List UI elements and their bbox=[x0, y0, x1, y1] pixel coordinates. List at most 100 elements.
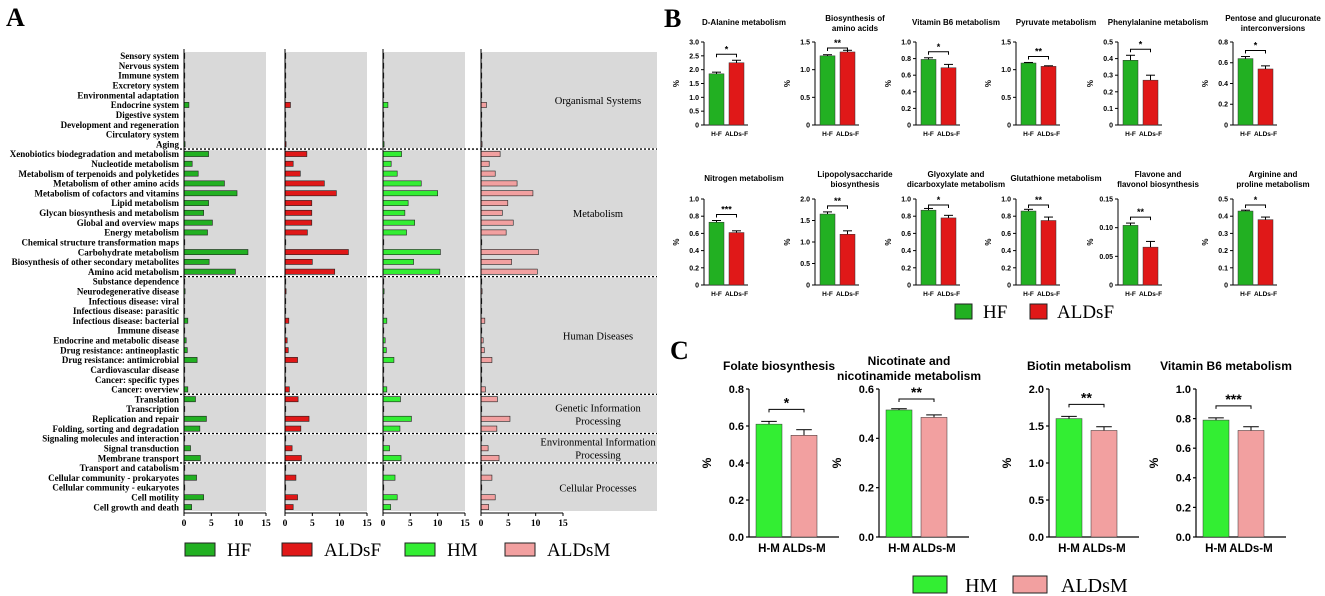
y-tick-label: 0.5 bbox=[1218, 196, 1228, 203]
bar-HF-17 bbox=[183, 219, 213, 226]
category-label: Cardiovascular disease bbox=[90, 365, 179, 375]
y-axis-label: % bbox=[1086, 238, 1095, 245]
x-tick-label: 10 bbox=[531, 519, 541, 529]
category-label: Neurodegenerative disease bbox=[77, 287, 179, 297]
y-tick-label: 0 bbox=[1007, 282, 1011, 289]
y-tick-label: 1.0 bbox=[1001, 196, 1011, 203]
significance-marker: ** bbox=[1137, 207, 1145, 217]
bar-ALDsF-14 bbox=[284, 190, 337, 197]
y-tick-label: 0 bbox=[1224, 122, 1228, 129]
category-label: Biosynthesis of other secondary metaboli… bbox=[12, 257, 180, 267]
legend-label-ALDsF: ALDsF bbox=[1057, 302, 1114, 323]
x-category-label: H-F bbox=[711, 131, 722, 138]
bar-HM-38 bbox=[382, 425, 401, 432]
bar-H-F bbox=[708, 221, 725, 286]
significance-marker: ** bbox=[911, 384, 922, 400]
bar-ALDsF-46 bbox=[284, 504, 294, 510]
category-label: Translation bbox=[135, 394, 179, 404]
group-background bbox=[184, 52, 266, 149]
bar-ALDsM-21 bbox=[480, 258, 512, 265]
x-tick-label: 0 bbox=[182, 519, 187, 529]
bar-ALDsF-18 bbox=[284, 229, 308, 236]
significance-bracket bbox=[898, 398, 935, 402]
bar-HF-12 bbox=[183, 170, 199, 177]
bar-HF-40 bbox=[183, 445, 191, 452]
category-label: Metabolism of terpenoids and polyketides bbox=[18, 169, 179, 179]
bar-ALDsM-45 bbox=[480, 494, 496, 501]
bar-ALDsF-22 bbox=[284, 268, 336, 275]
bar-ALDsM-13 bbox=[480, 180, 518, 187]
legend-swatch-ALDsF bbox=[1029, 303, 1048, 320]
y-tick-label: 0.2 bbox=[901, 265, 911, 272]
category-label: Nervous system bbox=[119, 61, 180, 71]
significance-marker: * bbox=[1254, 41, 1258, 51]
y-tick-label: 1.5 bbox=[800, 218, 810, 225]
significance-marker: * bbox=[784, 394, 790, 410]
bar-HM-45 bbox=[382, 494, 398, 501]
bar-ALDs-M bbox=[1090, 430, 1118, 538]
bar-ALDsM-22 bbox=[480, 268, 538, 275]
category-label: Endocrine and metabolic disease bbox=[53, 336, 179, 346]
y-tick-label: 0.2 bbox=[1001, 265, 1011, 272]
bar-HF-20 bbox=[183, 249, 249, 255]
category-label: Excretory system bbox=[112, 81, 179, 91]
subplot-title: D-Alanine metabolism bbox=[702, 18, 786, 27]
subplot-title: amino acids bbox=[832, 24, 879, 33]
y-tick-label: 0.4 bbox=[689, 248, 699, 255]
x-category-label: H-F bbox=[1023, 291, 1034, 298]
category-label: Development and regeneration bbox=[61, 120, 179, 130]
y-tick-label: 0.5 bbox=[800, 261, 810, 268]
y-tick-label: 2.0 bbox=[1029, 384, 1044, 396]
bar-HM-16 bbox=[382, 209, 406, 216]
category-label: Signaling molecules and interaction bbox=[42, 434, 179, 444]
y-tick-label: 0.2 bbox=[689, 265, 699, 272]
bar-ALDs-F bbox=[1142, 79, 1159, 126]
y-tick-label: 0.0 bbox=[1029, 532, 1044, 544]
x-tick-label: 15 bbox=[261, 519, 271, 529]
group-label: Genetic Information bbox=[555, 403, 641, 414]
bar-ALDsF-20 bbox=[284, 249, 349, 255]
group-background bbox=[481, 395, 657, 433]
bar-HM-13 bbox=[382, 180, 422, 187]
bar-HF-41 bbox=[183, 455, 201, 461]
x-tick-label: 5 bbox=[408, 519, 413, 529]
category-label: Drug resistance: antineoplastic bbox=[60, 345, 179, 355]
bar-HF-21 bbox=[183, 258, 210, 265]
y-tick-label: 0.5 bbox=[689, 109, 699, 116]
category-label: Metabolism of other amino acids bbox=[53, 179, 179, 189]
bar-ALDsF-21 bbox=[284, 258, 313, 265]
bar-ALDsF-31 bbox=[284, 357, 298, 363]
x-category-label: ALDs-F bbox=[1254, 131, 1277, 138]
x-category-label: ALDs-F bbox=[725, 131, 748, 138]
y-axis-label: % bbox=[884, 80, 893, 87]
y-axis-label: % bbox=[984, 238, 993, 245]
significance-bracket bbox=[827, 205, 848, 209]
y-tick-label: 0.1 bbox=[1218, 265, 1228, 272]
legend-label-ALDsM: ALDsM bbox=[547, 540, 610, 561]
y-tick-label: 2.0 bbox=[689, 67, 699, 74]
y-tick-label: 2.5 bbox=[689, 53, 699, 60]
significance-marker: ** bbox=[834, 38, 842, 48]
category-label: Immune system bbox=[118, 71, 179, 81]
bar-HM-21 bbox=[382, 258, 414, 265]
y-axis-label: % bbox=[1000, 457, 1014, 468]
group-label: Organismal Systems bbox=[555, 96, 641, 107]
bar-ALDsM-20 bbox=[480, 249, 539, 255]
y-axis-label: % bbox=[1201, 238, 1210, 245]
y-tick-label: 0.4 bbox=[901, 89, 911, 96]
bar-HF-18 bbox=[183, 229, 208, 236]
y-tick-label: 0.0 bbox=[729, 532, 744, 544]
subplot-title: interconversions bbox=[1241, 24, 1306, 33]
category-label: Xenobiotics biodegradation and metabolis… bbox=[10, 149, 180, 159]
y-tick-label: 1.0 bbox=[1001, 67, 1011, 74]
legend-label-HF: HF bbox=[983, 302, 1007, 323]
bar-ALDsM-15 bbox=[480, 200, 509, 206]
y-axis-label: % bbox=[830, 457, 844, 468]
y-tick-label: 0.1 bbox=[1103, 106, 1113, 113]
category-label: Digestive system bbox=[116, 110, 180, 120]
bar-ALDsF-15 bbox=[284, 200, 313, 206]
significance-marker: ** bbox=[1035, 46, 1043, 56]
y-tick-label: 0.4 bbox=[1103, 56, 1113, 63]
x-category-label: ALDs-F bbox=[1139, 131, 1162, 138]
significance-marker: * bbox=[937, 42, 941, 52]
